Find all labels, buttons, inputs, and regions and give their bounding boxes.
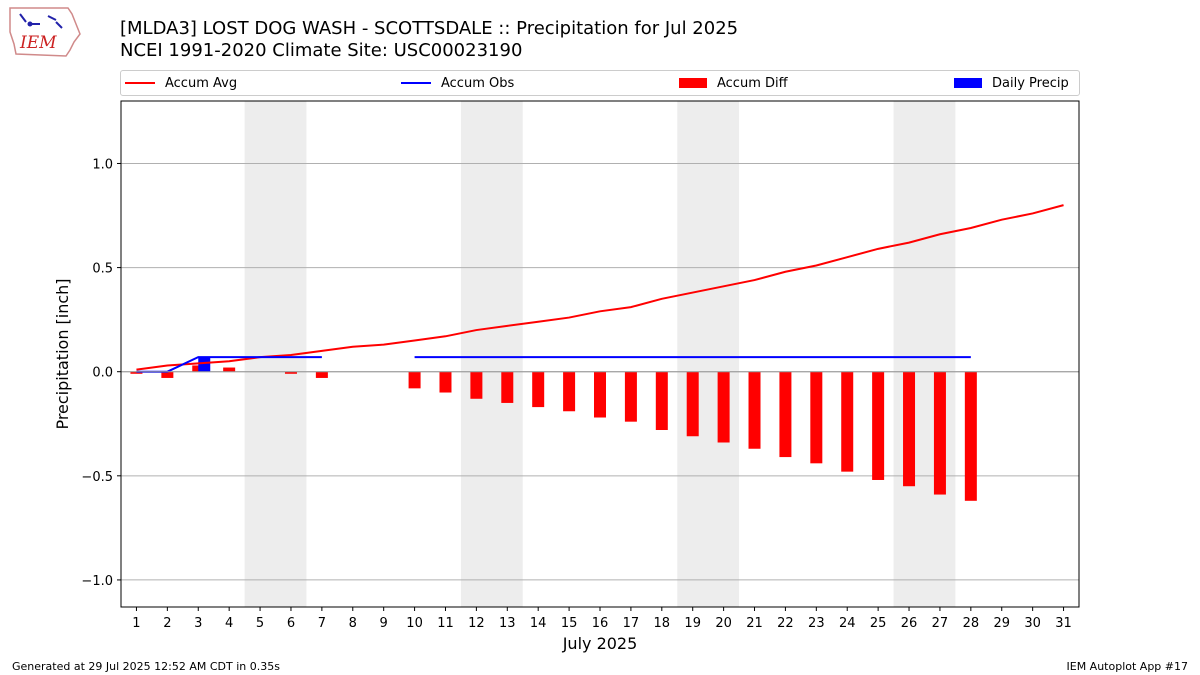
x-tick-label: 21 bbox=[746, 616, 763, 631]
accum-diff-bar bbox=[748, 371, 761, 449]
x-tick-label: 11 bbox=[437, 616, 454, 631]
logo-text: IEM bbox=[19, 33, 57, 53]
x-tick-label: 23 bbox=[808, 616, 825, 631]
accum-diff-bar bbox=[532, 371, 545, 408]
x-tick-label: 6 bbox=[287, 616, 295, 631]
y-tick-label: 1.0 bbox=[92, 157, 113, 172]
x-tick-label: 4 bbox=[225, 616, 233, 631]
x-tick-label: 28 bbox=[963, 616, 980, 631]
accum-diff-bar bbox=[841, 371, 854, 472]
x-tick-label: 24 bbox=[839, 616, 856, 631]
y-tick-label: −1.0 bbox=[81, 574, 113, 589]
legend-swatch-accum-obs bbox=[401, 82, 431, 84]
accum-diff-bar bbox=[408, 371, 421, 389]
x-tick-label: 10 bbox=[406, 616, 423, 631]
accum-diff-bar bbox=[872, 371, 885, 480]
accum-avg-line bbox=[136, 204, 1064, 371]
weekend-shade-4 bbox=[893, 101, 956, 607]
accum-diff-bar bbox=[779, 371, 792, 458]
iowa-outline-icon bbox=[9, 7, 81, 57]
accum-diff-bar bbox=[933, 371, 946, 495]
x-tick-label: 9 bbox=[380, 616, 388, 631]
accum-diff-bar bbox=[284, 371, 297, 374]
x-tick-label: 25 bbox=[870, 616, 887, 631]
x-tick-label: 7 bbox=[318, 616, 326, 631]
accum-diff-bar bbox=[223, 367, 236, 372]
accum-diff-bar bbox=[717, 371, 730, 443]
accum-diff-bar bbox=[315, 371, 328, 378]
x-tick-label: 8 bbox=[349, 616, 357, 631]
accum-diff-bar bbox=[964, 371, 977, 501]
y-tick-label: 0.5 bbox=[92, 262, 113, 277]
accum-diff-bar bbox=[501, 371, 514, 403]
x-tick-label: 30 bbox=[1024, 616, 1041, 631]
plot-frame bbox=[120, 100, 1080, 608]
legend-item-accum-avg: Accum Avg bbox=[125, 71, 237, 95]
x-tick-label: 27 bbox=[932, 616, 949, 631]
legend: Accum Avg Accum Obs Accum Diff Daily Pre… bbox=[120, 70, 1080, 96]
accum-diff-bar bbox=[470, 371, 483, 399]
weekend-shade-2 bbox=[460, 101, 523, 607]
y-tick-label: 0.0 bbox=[92, 366, 113, 381]
daily-precip-bar bbox=[198, 357, 211, 372]
chart-title: [MLDA3] LOST DOG WASH - SCOTTSDALE :: Pr… bbox=[120, 18, 739, 39]
accum-diff-bar bbox=[130, 371, 143, 374]
autoplot-app-label: IEM Autoplot App #17 bbox=[1066, 660, 1189, 673]
x-tick-label: 1 bbox=[132, 616, 140, 631]
legend-swatch-accum-diff bbox=[679, 78, 707, 88]
x-tick-label: 22 bbox=[777, 616, 794, 631]
x-tick-label: 15 bbox=[561, 616, 578, 631]
x-tick-label: 13 bbox=[499, 616, 516, 631]
x-tick-label: 26 bbox=[901, 616, 918, 631]
x-tick-label: 19 bbox=[684, 616, 701, 631]
weekend-shade-3 bbox=[677, 101, 740, 607]
accum-diff-bar bbox=[903, 371, 916, 487]
legend-label-accum-diff: Accum Diff bbox=[717, 75, 788, 91]
accum-diff-bar bbox=[810, 371, 823, 464]
x-tick-label: 12 bbox=[468, 616, 485, 631]
legend-swatch-daily-precip bbox=[954, 78, 982, 88]
accum-diff-bar bbox=[563, 371, 576, 412]
x-tick-label: 2 bbox=[163, 616, 171, 631]
x-tick-label: 31 bbox=[1055, 616, 1072, 631]
accum-diff-bar bbox=[686, 371, 699, 437]
chart-subtitle: NCEI 1991-2020 Climate Site: USC00023190 bbox=[120, 40, 523, 61]
iem-logo: IEM bbox=[9, 7, 81, 57]
x-tick-label: 20 bbox=[715, 616, 732, 631]
legend-label-daily-precip: Daily Precip bbox=[992, 75, 1069, 91]
x-axis-label: July 2025 bbox=[562, 634, 638, 653]
x-tick-label: 3 bbox=[194, 616, 202, 631]
legend-item-accum-obs: Accum Obs bbox=[401, 71, 514, 95]
y-tick-label: −0.5 bbox=[81, 470, 113, 485]
accum-diff-bar bbox=[594, 371, 606, 418]
x-tick-label: 18 bbox=[654, 616, 671, 631]
legend-item-accum-diff: Accum Diff bbox=[679, 71, 788, 95]
generated-timestamp: Generated at 29 Jul 2025 12:52 AM CDT in… bbox=[12, 660, 280, 673]
accum-diff-bar bbox=[439, 371, 452, 393]
legend-swatch-accum-avg bbox=[125, 82, 155, 84]
x-tick-label: 14 bbox=[530, 616, 547, 631]
legend-label-accum-obs: Accum Obs bbox=[441, 75, 515, 91]
accum-diff-bar bbox=[624, 371, 637, 422]
weather-symbols-icon bbox=[19, 13, 63, 29]
x-tick-label: 16 bbox=[592, 616, 609, 631]
x-tick-label: 17 bbox=[623, 616, 640, 631]
legend-item-daily-precip: Daily Precip bbox=[954, 71, 1069, 95]
accum-diff-bar bbox=[161, 371, 174, 378]
y-axis-label: Precipitation [inch] bbox=[53, 278, 72, 429]
x-tick-label: 29 bbox=[993, 616, 1010, 631]
legend-label-accum-avg: Accum Avg bbox=[165, 75, 238, 91]
accum-diff-bar bbox=[655, 371, 668, 431]
x-tick-label: 5 bbox=[256, 616, 264, 631]
